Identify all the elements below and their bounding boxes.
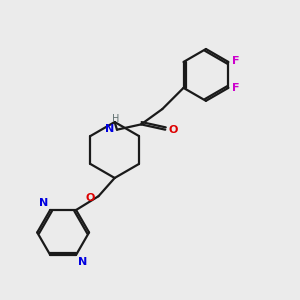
Text: F: F	[232, 83, 239, 93]
Text: H: H	[112, 114, 119, 124]
Text: F: F	[232, 56, 239, 66]
Text: N: N	[39, 198, 48, 208]
Text: N: N	[78, 257, 87, 267]
Text: N: N	[105, 124, 115, 134]
Text: O: O	[169, 125, 178, 135]
Text: O: O	[85, 193, 95, 203]
